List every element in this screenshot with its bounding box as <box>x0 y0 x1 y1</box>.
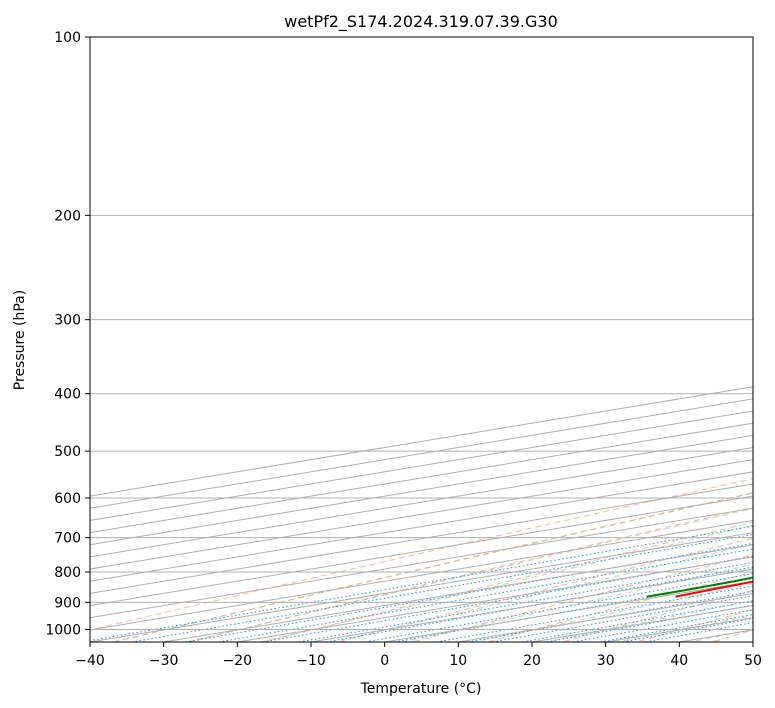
y-tick-label: 400 <box>54 387 81 403</box>
y-tick-label: 600 <box>54 491 81 507</box>
x-tick-label: 20 <box>523 653 541 669</box>
isotherm-line <box>90 471 753 582</box>
mixing-ratio-line <box>90 525 753 642</box>
dry-adiabat-line <box>90 478 753 631</box>
isotherm-line <box>160 544 753 642</box>
x-tick-label: −10 <box>296 653 326 669</box>
isotherm-line <box>90 507 753 619</box>
isotherm-line <box>90 495 753 607</box>
mixing-ratio-line <box>216 548 753 642</box>
mixing-ratio-line <box>323 566 753 642</box>
axis-ticks: −40 −30 −20 −10 0 10 20 30 40 50 100 200 300 400 500 60… <box>45 30 762 669</box>
isotherm-line <box>90 519 753 631</box>
dry-adiabat-line <box>336 537 753 642</box>
isotherm-line <box>90 459 753 570</box>
chart-title: wetPf2_S174.2024.319.07.39.G30 <box>284 12 558 32</box>
y-axis-label: Pressure (hPa) <box>12 290 28 390</box>
x-tick-label: −20 <box>223 653 253 669</box>
x-tick-label: 0 <box>380 653 389 669</box>
x-tick-label: 40 <box>670 653 688 669</box>
x-tick-label: −30 <box>149 653 179 669</box>
mixing-ratio-line <box>433 585 753 642</box>
isotherm-line <box>90 446 753 558</box>
isotherm-line <box>90 532 753 642</box>
y-tick-label: 900 <box>54 595 81 611</box>
isotherm-line <box>90 483 753 594</box>
y-tick-label: 200 <box>54 208 81 224</box>
mixing-ratio-line <box>129 533 753 642</box>
x-tick-label: 10 <box>449 653 467 669</box>
plot-frame <box>89 36 754 643</box>
mixing-ratio-line <box>489 595 753 642</box>
background-lines <box>90 37 753 642</box>
dry-adiabat-line <box>485 571 753 642</box>
y-tick-label: 100 <box>54 30 81 46</box>
y-tick-label: 800 <box>54 565 81 581</box>
y-tick-label: 700 <box>54 531 81 547</box>
x-axis-label: Temperature (°C) <box>360 681 482 697</box>
dry-adiabat-line <box>560 589 753 642</box>
y-tick-label: 1000 <box>45 622 81 638</box>
dry-adiabat-line <box>261 521 753 642</box>
mixing-ratio-line <box>519 600 753 642</box>
x-tick-label: 30 <box>597 653 615 669</box>
y-tick-label: 500 <box>54 444 81 460</box>
x-tick-label: −40 <box>75 653 105 669</box>
y-tick-label: 300 <box>54 313 81 329</box>
x-tick-label: 50 <box>744 653 762 669</box>
